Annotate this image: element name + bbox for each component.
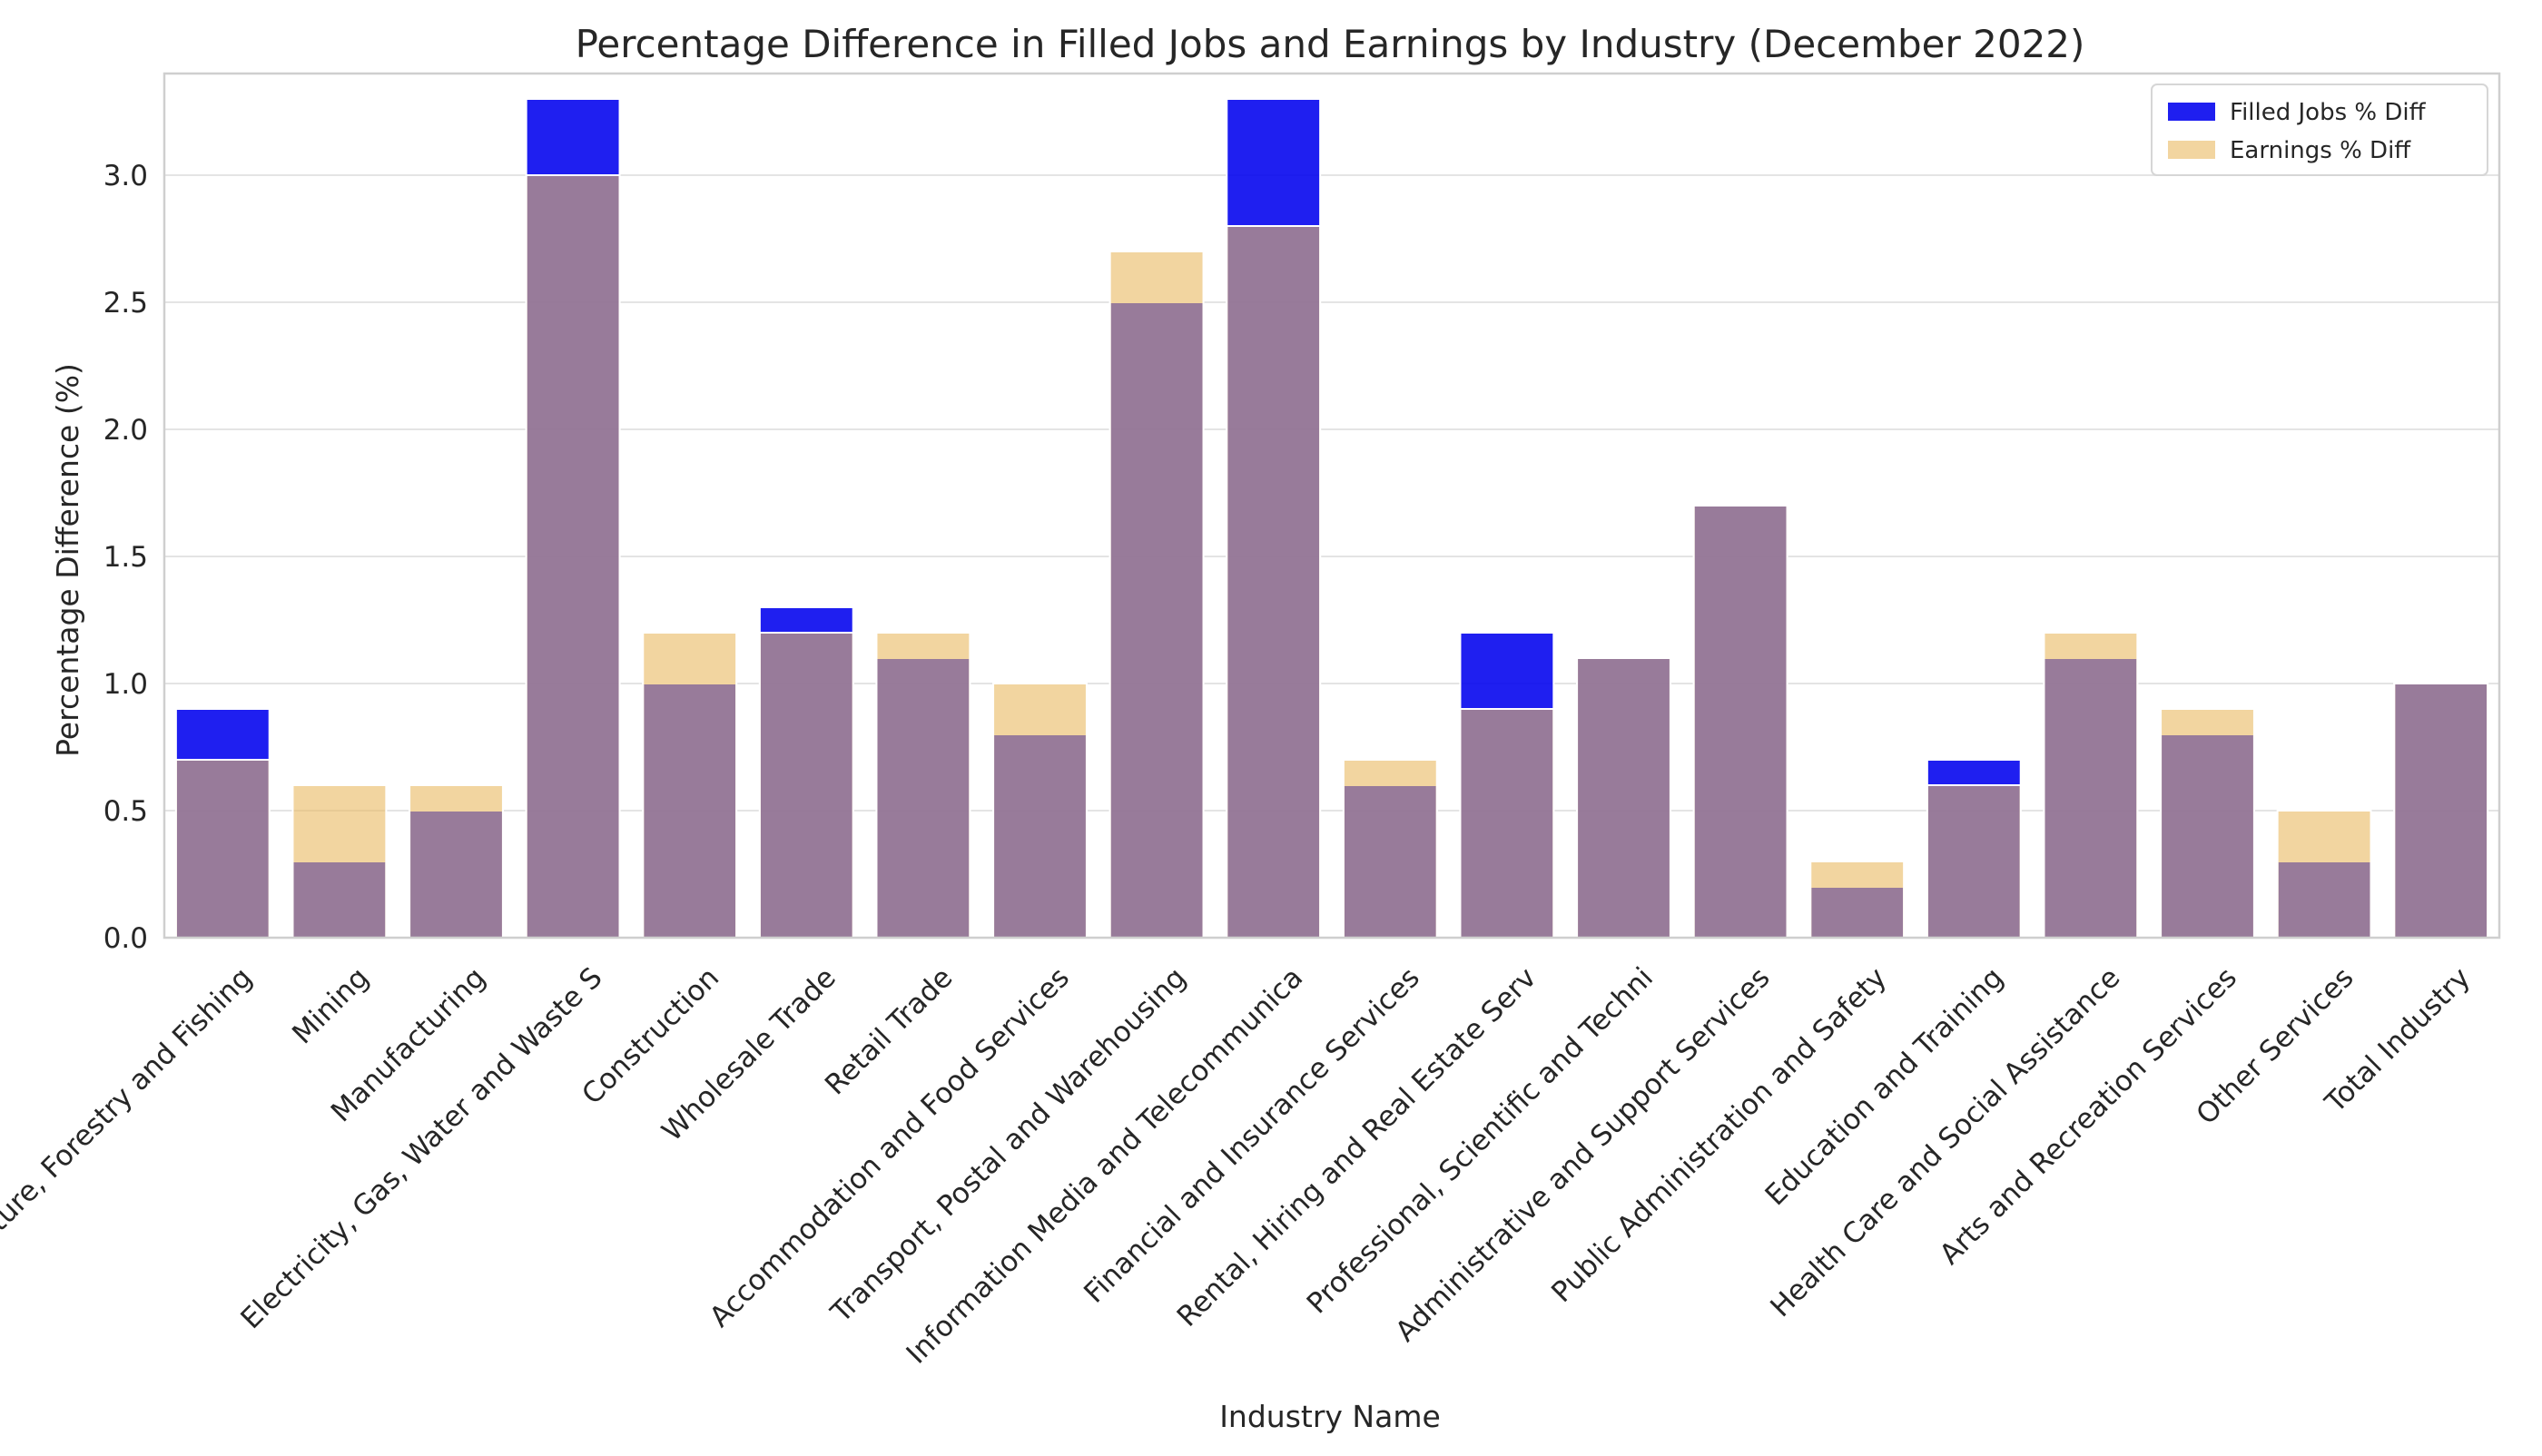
y-axis-ticks: 0.0 0.5 1.0 1.5 2.0 2.5 3.0: [103, 160, 148, 955]
plot-frame: [163, 72, 2501, 940]
y-axis-title: Percentage Difference (%): [50, 363, 85, 757]
legend-label: Filled Jobs % Diff: [2230, 99, 2427, 126]
y-tick-label: 2.0: [103, 414, 148, 447]
y-tick-label: 0.5: [103, 795, 148, 828]
x-tick-label: Information Media and Telecommunica: [901, 961, 1310, 1371]
x-tick-label: Agriculture, Forestry and Fishing: [0, 961, 259, 1307]
series-earnings: [174, 174, 2489, 939]
x-tick-label: Education and Training: [1759, 961, 2010, 1212]
earnings-bar: [1459, 708, 1555, 939]
legend-swatch: [2168, 103, 2215, 121]
earnings-bar: [2160, 708, 2255, 939]
earnings-bar: [1576, 657, 1671, 939]
gridlines: [164, 174, 2499, 939]
earnings-bar: [291, 784, 388, 939]
legend-label: Earnings % Diff: [2230, 137, 2411, 164]
earnings-bar: [1108, 251, 1205, 939]
earnings-bar: [1809, 861, 1906, 939]
legend: Filled Jobs % Diff Earnings % Diff: [2151, 84, 2488, 176]
y-tick-label: 1.0: [103, 668, 148, 701]
bars: [174, 98, 2489, 939]
legend-swatch: [2168, 141, 2215, 159]
earnings-bar: [875, 632, 971, 939]
earnings-bar: [1926, 784, 2022, 939]
earnings-bar: [2276, 810, 2372, 939]
series-filled-jobs: [174, 98, 2489, 939]
earnings-bar: [642, 632, 738, 939]
earnings-bar: [174, 759, 271, 939]
earnings-bar: [2393, 683, 2489, 939]
earnings-bar: [1692, 505, 1788, 939]
x-axis-title: Industry Name: [1219, 1399, 1441, 1434]
y-tick-label: 3.0: [103, 160, 148, 192]
y-tick-label: 2.5: [103, 287, 148, 320]
earnings-bar: [2043, 632, 2139, 939]
legend-box: [2151, 84, 2488, 176]
y-tick-label: 1.5: [103, 541, 148, 574]
earnings-bar: [1342, 759, 1438, 939]
x-axis-ticks: Agriculture, Forestry and Fishing MiningM…: [0, 961, 2477, 1371]
y-tick-label: 0.0: [103, 922, 148, 955]
earnings-bar: [992, 683, 1088, 939]
earnings-bar: [758, 632, 854, 939]
earnings-bar: [409, 784, 504, 939]
x-tick-label: Mining: [286, 961, 375, 1050]
earnings-bar: [525, 174, 621, 939]
earnings-bar: [1226, 225, 1322, 939]
chart-title: Percentage Difference in Filled Jobs and…: [576, 22, 2085, 66]
